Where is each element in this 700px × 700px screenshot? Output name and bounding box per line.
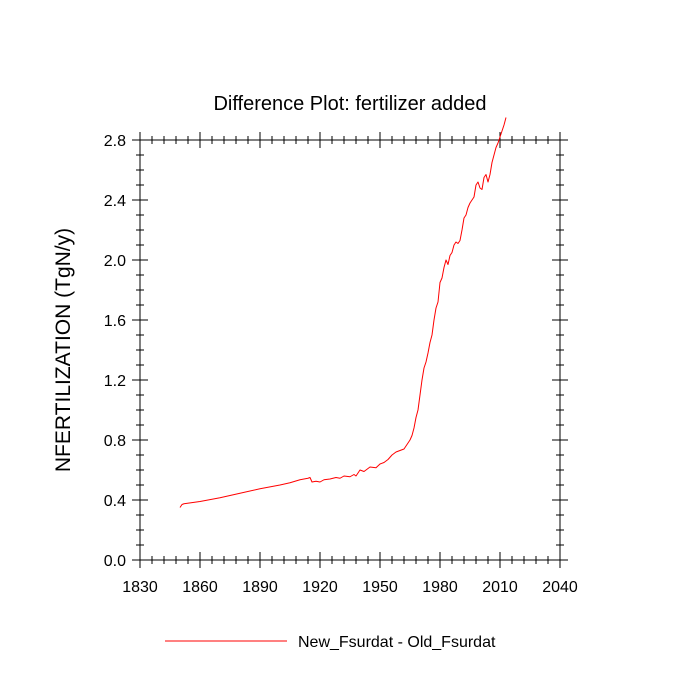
x-tick-label: 1860 bbox=[182, 579, 218, 596]
y-tick-label: 0.0 bbox=[104, 553, 126, 570]
legend: New_Fsurdat - Old_Fsurdat bbox=[165, 634, 496, 651]
chart-title: Difference Plot: fertilizer added bbox=[213, 93, 486, 115]
series-line bbox=[179, 117, 507, 508]
x-tick-label: 1890 bbox=[242, 579, 278, 596]
y-tick-label: 2.0 bbox=[104, 253, 126, 270]
x-tick-label: 2010 bbox=[482, 579, 518, 596]
y-tick-label: 0.8 bbox=[104, 433, 126, 450]
y-axis-label: NFERTILIZATION (TgN/y) bbox=[52, 228, 75, 472]
x-tick-label: 1980 bbox=[422, 579, 458, 596]
y-tick-label: 1.6 bbox=[104, 313, 126, 330]
series-layer bbox=[179, 117, 507, 508]
x-tick-label: 1950 bbox=[362, 579, 398, 596]
legend-label: New_Fsurdat - Old_Fsurdat bbox=[298, 634, 496, 651]
axis-ticks bbox=[132, 132, 568, 568]
y-tick-label: 0.4 bbox=[104, 493, 126, 510]
y-tick-label: 2.4 bbox=[104, 193, 126, 210]
y-tick-label: 1.2 bbox=[104, 373, 126, 390]
axis-tick-labels: 1830 1860 1890 1920 1950 1980 2010 2040 0.0 0.4 0.… bbox=[104, 133, 578, 596]
x-tick-label: 2040 bbox=[542, 579, 578, 596]
x-tick-label: 1830 bbox=[122, 579, 158, 596]
x-tick-label: 1920 bbox=[302, 579, 338, 596]
y-tick-label: 2.8 bbox=[104, 133, 126, 150]
plot-frame bbox=[139, 139, 561, 561]
